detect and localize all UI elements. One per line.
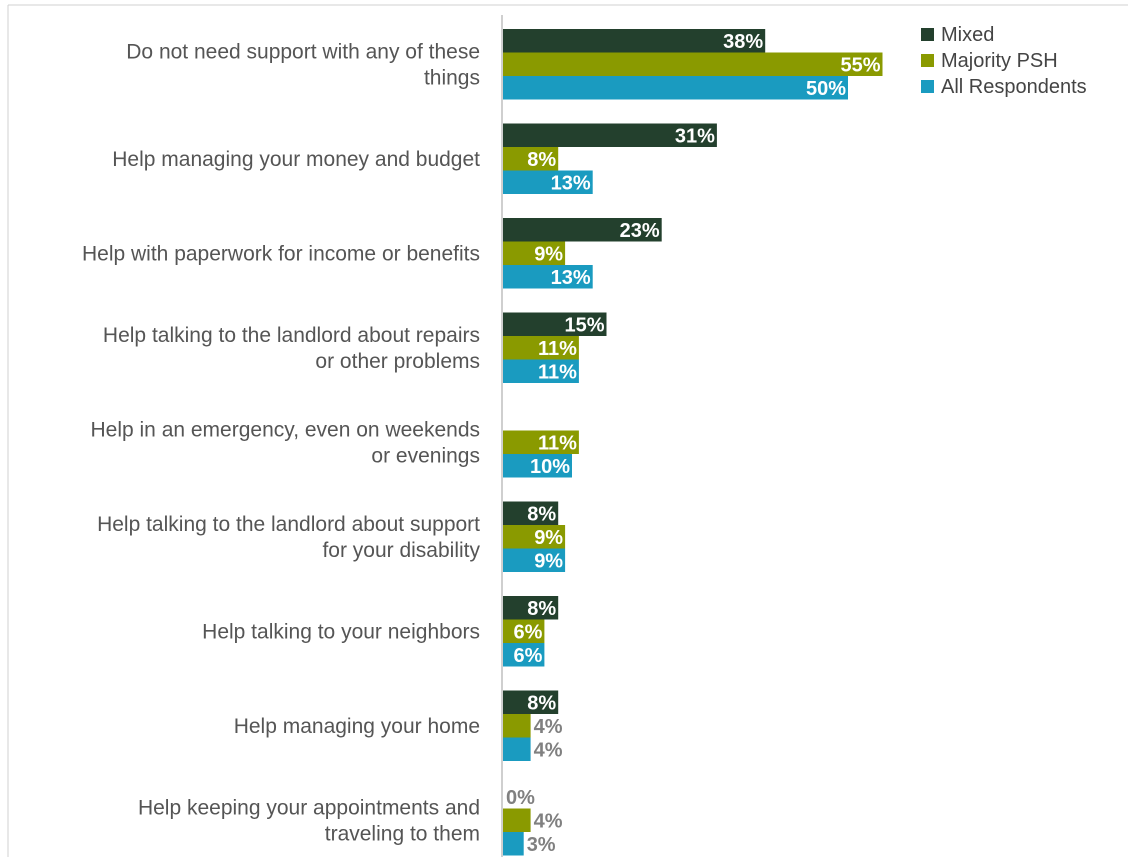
bar-majority-psh — [503, 52, 883, 76]
category-labels-layer: Do not need support with any of these thi… — [82, 40, 481, 845]
data-label: 8% — [527, 149, 556, 171]
data-label: 23% — [620, 220, 660, 242]
bar-all-respondents — [503, 454, 572, 478]
bar-majority-psh — [503, 241, 566, 265]
legend: Mixed Majority PSH All Respondents — [921, 24, 1087, 98]
data-label: 10% — [530, 456, 570, 478]
category-label: Help in an emergency, even on weekends — [90, 418, 480, 441]
data-label: 4% — [534, 739, 563, 761]
data-label: 8% — [527, 598, 556, 620]
bar-all-respondents — [503, 737, 531, 761]
category-label: Help talking to your neighbors — [202, 620, 480, 643]
category-label: or evenings — [371, 444, 480, 467]
data-label: 4% — [534, 716, 563, 738]
bar-all-respondents — [503, 548, 566, 572]
bar-mixed — [503, 218, 662, 242]
bar-mixed — [503, 29, 766, 53]
bar-all-respondents — [503, 643, 545, 667]
data-label: 31% — [675, 125, 715, 147]
bars-layer — [503, 29, 883, 856]
bar-majority-psh — [503, 430, 579, 454]
category-label: for your disability — [322, 539, 480, 562]
data-label: 0% — [506, 787, 535, 809]
category-label: Help managing your home — [234, 715, 480, 738]
bar-majority-psh — [503, 336, 579, 360]
data-label: 11% — [538, 432, 577, 454]
legend-swatch — [921, 80, 934, 93]
data-label: 50% — [806, 78, 846, 100]
data-label: 11% — [538, 338, 577, 360]
data-label: 6% — [513, 645, 542, 667]
bar-mixed — [503, 596, 559, 620]
bar-mixed — [503, 123, 717, 147]
bar-all-respondents — [503, 359, 579, 383]
category-label: Help managing your money and budget — [112, 148, 480, 171]
legend-label: Mixed — [941, 24, 994, 46]
bar-mixed — [503, 690, 559, 714]
data-label: 9% — [534, 243, 563, 265]
bar-all-respondents — [503, 76, 848, 100]
bar-majority-psh — [503, 619, 545, 643]
value-labels-layer: 38%55%50%31%8%13%23%9%13%15%11%11%11%10%… — [506, 31, 881, 856]
bar-mixed — [503, 312, 607, 336]
data-label: 8% — [527, 692, 556, 714]
data-label: 3% — [527, 834, 556, 856]
legend-label: Majority PSH — [941, 50, 1058, 72]
bar-all-respondents — [503, 265, 593, 289]
category-label: traveling to them — [325, 822, 480, 845]
data-label: 15% — [564, 314, 604, 336]
bar-majority-psh — [503, 525, 566, 549]
data-label: 4% — [534, 810, 563, 832]
bar-majority-psh — [503, 147, 559, 171]
data-label: 13% — [551, 172, 591, 194]
data-label: 9% — [534, 527, 563, 549]
category-label: or other problems — [315, 350, 480, 373]
category-label: Help with paperwork for income or benefi… — [82, 242, 480, 265]
legend-swatch — [921, 54, 934, 67]
data-label: 55% — [840, 54, 880, 76]
bar-majority-psh — [503, 808, 531, 832]
data-label: 11% — [538, 361, 577, 383]
bar-all-respondents — [503, 832, 524, 856]
category-label: Help keeping your appointments and — [138, 796, 480, 819]
category-label: Help talking to the landlord about repai… — [103, 324, 480, 347]
data-label: 6% — [513, 621, 542, 643]
data-label: 13% — [551, 267, 591, 289]
data-label: 8% — [527, 503, 556, 525]
category-label: Do not need support with any of these — [126, 40, 480, 63]
legend-swatch — [921, 28, 934, 41]
legend-label: All Respondents — [941, 76, 1087, 98]
category-label: things — [424, 66, 480, 89]
bar-majority-psh — [503, 714, 531, 738]
bar-all-respondents — [503, 170, 593, 194]
bar-mixed — [503, 501, 559, 525]
category-label: Help talking to the landlord about suppo… — [97, 513, 480, 536]
data-label: 38% — [723, 31, 763, 53]
data-label: 9% — [534, 550, 563, 572]
